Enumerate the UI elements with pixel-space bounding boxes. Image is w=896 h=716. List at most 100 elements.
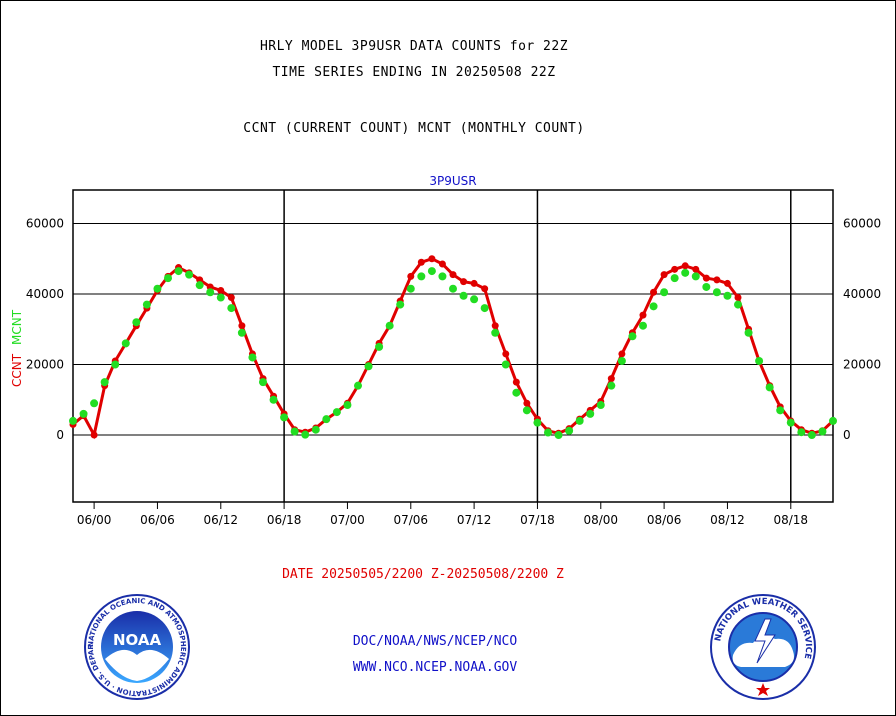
y-tick-label-left: 40000 bbox=[26, 287, 64, 301]
data-point-mcnt bbox=[332, 408, 341, 417]
data-point-mcnt bbox=[311, 425, 320, 434]
data-point-mcnt bbox=[427, 267, 436, 276]
data-point-mcnt bbox=[480, 304, 489, 313]
ticks-layer: 0 0 20000 20000 40000 40000 60000 60000 06/00 06/… bbox=[26, 216, 881, 527]
x-tick-label: 08/00 bbox=[583, 513, 618, 527]
data-point-mcnt bbox=[575, 416, 584, 425]
data-point-mcnt bbox=[607, 381, 616, 390]
x-tick-label: 06/06 bbox=[140, 513, 175, 527]
data-point-mcnt bbox=[660, 288, 669, 297]
nws-logo: NATIONAL WEATHER SERVICE bbox=[710, 594, 816, 700]
data-point-mcnt bbox=[269, 395, 278, 404]
data-point-mcnt bbox=[79, 409, 88, 418]
data-point-mcnt bbox=[797, 428, 806, 437]
data-point-ccnt bbox=[428, 255, 436, 263]
data-point-ccnt bbox=[217, 286, 225, 294]
data-point-ccnt bbox=[438, 260, 446, 268]
data-point-mcnt bbox=[174, 267, 183, 276]
data-point-mcnt bbox=[565, 426, 574, 435]
data-point-mcnt bbox=[111, 360, 120, 369]
data-point-ccnt bbox=[692, 265, 700, 273]
data-point-mcnt bbox=[554, 431, 563, 440]
data-point-ccnt bbox=[660, 271, 668, 279]
data-point-mcnt bbox=[375, 342, 384, 351]
x-tick-label: 07/06 bbox=[393, 513, 428, 527]
data-point-mcnt bbox=[818, 427, 827, 436]
date-range-label: DATE 20250505/2200 Z-20250508/2200 Z bbox=[282, 567, 564, 582]
day-boundary-layer bbox=[283, 190, 792, 502]
data-point-mcnt bbox=[406, 284, 415, 293]
data-point-mcnt bbox=[723, 291, 732, 300]
data-point-mcnt bbox=[596, 401, 605, 410]
x-tick-label: 07/18 bbox=[520, 513, 555, 527]
noaa-logo-text: NOAA bbox=[113, 631, 162, 649]
data-point-mcnt bbox=[586, 409, 595, 418]
data-point-ccnt bbox=[607, 375, 615, 383]
data-point-mcnt bbox=[69, 416, 77, 425]
data-point-mcnt bbox=[744, 328, 753, 337]
series-line-mcnt bbox=[73, 271, 833, 435]
y-axis-label-ccnt: CCNT bbox=[10, 353, 24, 387]
data-point-mcnt bbox=[90, 399, 99, 408]
data-point-mcnt bbox=[702, 282, 711, 291]
data-point-mcnt bbox=[522, 406, 531, 415]
data-point-mcnt bbox=[164, 274, 172, 283]
data-point-mcnt bbox=[206, 288, 215, 297]
data-point-mcnt bbox=[100, 378, 109, 387]
data-point-mcnt bbox=[385, 321, 394, 330]
data-point-ccnt bbox=[460, 278, 468, 286]
x-tick-label: 08/06 bbox=[647, 513, 682, 527]
website-link[interactable]: WWW.NCO.NCEP.NOAA.GOV bbox=[352, 660, 518, 675]
data-point-mcnt bbox=[322, 415, 331, 424]
series-mcnt bbox=[69, 267, 837, 440]
data-point-mcnt bbox=[438, 272, 447, 281]
data-point-ccnt bbox=[639, 311, 647, 319]
data-point-ccnt bbox=[723, 279, 731, 287]
y-tick-label-right: 40000 bbox=[843, 287, 881, 301]
series-ccnt bbox=[69, 255, 837, 440]
data-point-mcnt bbox=[185, 270, 194, 279]
data-point-mcnt bbox=[512, 388, 521, 397]
data-point-mcnt bbox=[449, 284, 457, 293]
data-point-mcnt bbox=[734, 300, 742, 309]
data-point-ccnt bbox=[470, 279, 478, 287]
x-tick-label: 08/18 bbox=[773, 513, 808, 527]
data-point-mcnt bbox=[491, 328, 500, 337]
data-point-ccnt bbox=[650, 288, 658, 296]
chart-title-line-2: TIME SERIES ENDING IN 20250508 22Z bbox=[272, 65, 556, 80]
data-point-mcnt bbox=[776, 406, 785, 415]
y-tick-label-right: 20000 bbox=[843, 358, 881, 372]
x-tick-label: 06/12 bbox=[203, 513, 238, 527]
data-point-mcnt bbox=[153, 284, 162, 293]
data-point-ccnt bbox=[491, 322, 499, 330]
data-point-mcnt bbox=[417, 272, 426, 281]
y-tick-label-left: 60000 bbox=[26, 216, 64, 230]
data-point-mcnt bbox=[712, 288, 721, 297]
data-point-mcnt bbox=[649, 302, 658, 311]
data-point-mcnt bbox=[121, 339, 130, 348]
data-point-mcnt bbox=[681, 268, 690, 277]
data-point-ccnt bbox=[523, 399, 531, 407]
data-point-ccnt bbox=[417, 258, 425, 266]
data-point-mcnt bbox=[290, 427, 299, 436]
data-point-ccnt bbox=[702, 274, 710, 282]
data-point-mcnt bbox=[459, 291, 468, 300]
org-label: DOC/NOAA/NWS/NCEP/NCO bbox=[352, 634, 518, 649]
y-tick-label-left: 20000 bbox=[26, 358, 64, 372]
data-point-mcnt bbox=[216, 293, 225, 302]
chart-subtitle: CCNT (CURRENT COUNT) MCNT (MONTHLY COUNT… bbox=[243, 121, 585, 136]
data-point-ccnt bbox=[502, 350, 510, 358]
y-axis-label-mcnt: MCNT bbox=[10, 309, 24, 345]
data-point-ccnt bbox=[734, 294, 742, 302]
data-point-mcnt bbox=[227, 304, 236, 313]
chart-title-line-1: HRLY MODEL 3P9USR DATA COUNTS for 22Z bbox=[259, 39, 569, 54]
data-point-mcnt bbox=[691, 272, 700, 281]
data-point-ccnt bbox=[238, 322, 246, 330]
data-point-mcnt bbox=[280, 413, 289, 422]
data-point-ccnt bbox=[407, 272, 415, 280]
x-tick-label: 07/12 bbox=[457, 513, 492, 527]
data-point-mcnt bbox=[470, 295, 479, 304]
grid-layer bbox=[73, 222, 833, 436]
data-point-mcnt bbox=[195, 281, 204, 290]
